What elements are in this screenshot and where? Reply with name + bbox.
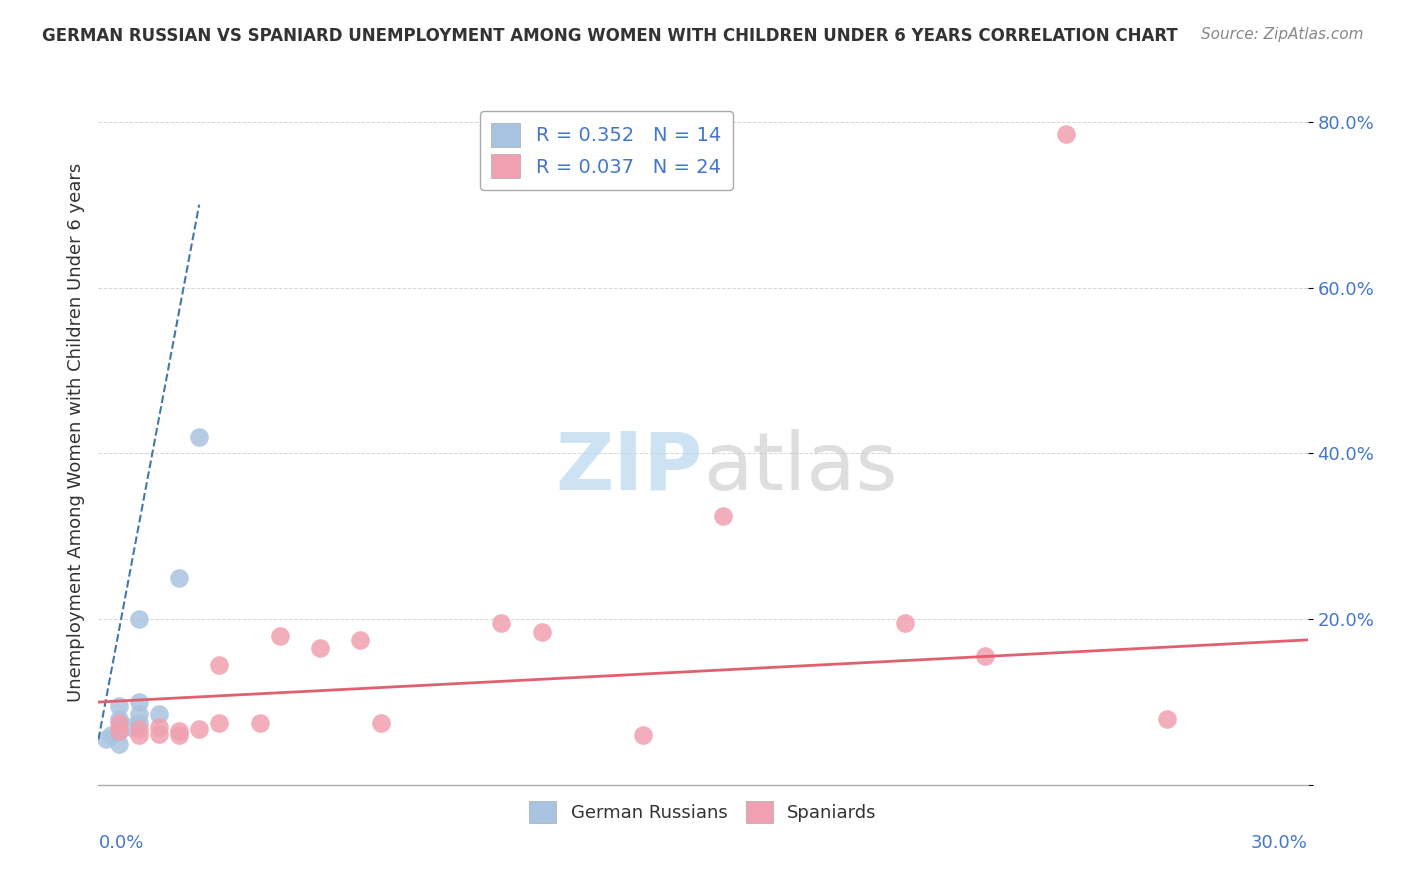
Point	[269, 629, 291, 643]
Legend: German Russians, Spaniards: German Russians, Spaniards	[520, 792, 886, 832]
Point	[349, 632, 371, 647]
Point	[974, 649, 997, 664]
Point	[107, 737, 129, 751]
Text: GERMAN RUSSIAN VS SPANIARD UNEMPLOYMENT AMONG WOMEN WITH CHILDREN UNDER 6 YEARS : GERMAN RUSSIAN VS SPANIARD UNEMPLOYMENT …	[42, 27, 1178, 45]
Point	[491, 616, 513, 631]
Point	[128, 722, 150, 736]
Point	[148, 707, 170, 722]
Point	[128, 715, 150, 730]
Point	[148, 720, 170, 734]
Text: ZIP: ZIP	[555, 429, 703, 507]
Point	[96, 732, 118, 747]
Point	[631, 728, 654, 742]
Point	[167, 724, 190, 739]
Point	[120, 720, 142, 734]
Point	[128, 695, 150, 709]
Point	[208, 657, 231, 672]
Point	[107, 699, 129, 714]
Point	[370, 715, 392, 730]
Point	[107, 712, 129, 726]
Point	[893, 616, 915, 631]
Point	[1054, 127, 1077, 141]
Point	[249, 715, 271, 730]
Text: 0.0%: 0.0%	[98, 834, 143, 852]
Point	[128, 707, 150, 722]
Point	[100, 728, 122, 742]
Point	[128, 612, 150, 626]
Point	[711, 508, 734, 523]
Point	[208, 715, 231, 730]
Text: Source: ZipAtlas.com: Source: ZipAtlas.com	[1201, 27, 1364, 42]
Text: 30.0%: 30.0%	[1251, 834, 1308, 852]
Point	[309, 641, 332, 656]
Point	[107, 724, 129, 739]
Point	[530, 624, 553, 639]
Point	[128, 728, 150, 742]
Point	[107, 715, 129, 730]
Text: atlas: atlas	[703, 429, 897, 507]
Point	[148, 726, 170, 740]
Point	[1156, 712, 1178, 726]
Point	[188, 722, 211, 736]
Point	[167, 728, 190, 742]
Point	[188, 430, 211, 444]
Point	[107, 724, 129, 739]
Y-axis label: Unemployment Among Women with Children Under 6 years: Unemployment Among Women with Children U…	[66, 163, 84, 702]
Point	[167, 571, 190, 585]
